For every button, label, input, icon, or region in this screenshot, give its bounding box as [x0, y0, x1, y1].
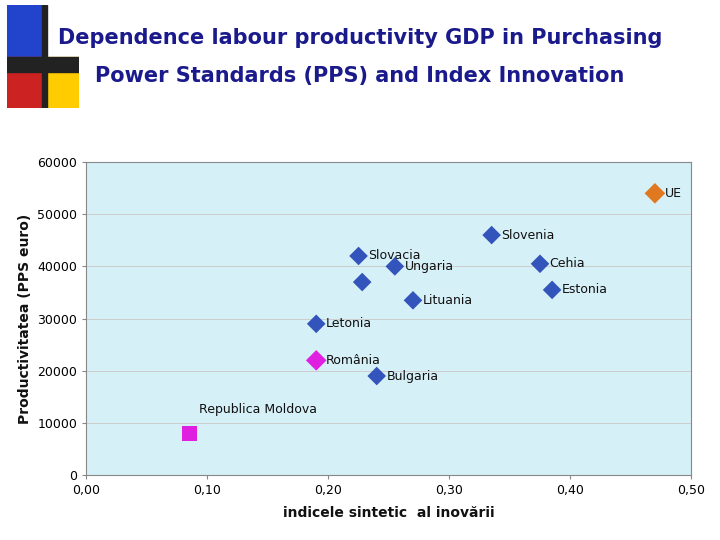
Point — [310, 320, 322, 328]
Point — [389, 262, 400, 271]
Text: Letonia: Letonia — [326, 318, 372, 330]
Point — [408, 296, 419, 305]
Bar — [42, 5, 47, 108]
Text: UE: UE — [665, 187, 682, 200]
Text: Power Standards (PPS) and Index Innovation: Power Standards (PPS) and Index Innovati… — [95, 65, 625, 86]
Point — [546, 286, 558, 294]
Point — [534, 260, 546, 268]
Text: Slovacia: Slovacia — [368, 249, 420, 262]
Text: România: România — [326, 354, 381, 367]
Bar — [7, 5, 43, 57]
Bar — [7, 57, 79, 72]
Text: Estonia: Estonia — [562, 284, 608, 296]
Bar — [43, 57, 79, 108]
Text: Dependence labour productivity GDP in Purchasing: Dependence labour productivity GDP in Pu… — [58, 28, 662, 48]
Point — [184, 429, 195, 438]
Point — [371, 372, 382, 380]
X-axis label: indicele sintetic  al inovării: indicele sintetic al inovării — [283, 505, 495, 519]
Text: Ungaria: Ungaria — [405, 260, 454, 273]
Point — [356, 278, 368, 286]
Point — [486, 231, 498, 239]
Point — [649, 189, 661, 198]
Text: Slovenia: Slovenia — [501, 228, 554, 241]
Text: Bulgaria: Bulgaria — [387, 369, 438, 382]
Text: Cehia: Cehia — [549, 257, 585, 271]
Point — [353, 252, 364, 260]
Text: Lituania: Lituania — [423, 294, 473, 307]
Bar — [7, 57, 43, 108]
Y-axis label: Productivitatea (PPS euro): Productivitatea (PPS euro) — [18, 213, 32, 424]
Point — [310, 356, 322, 364]
Text: Republica Moldova: Republica Moldova — [199, 403, 317, 416]
